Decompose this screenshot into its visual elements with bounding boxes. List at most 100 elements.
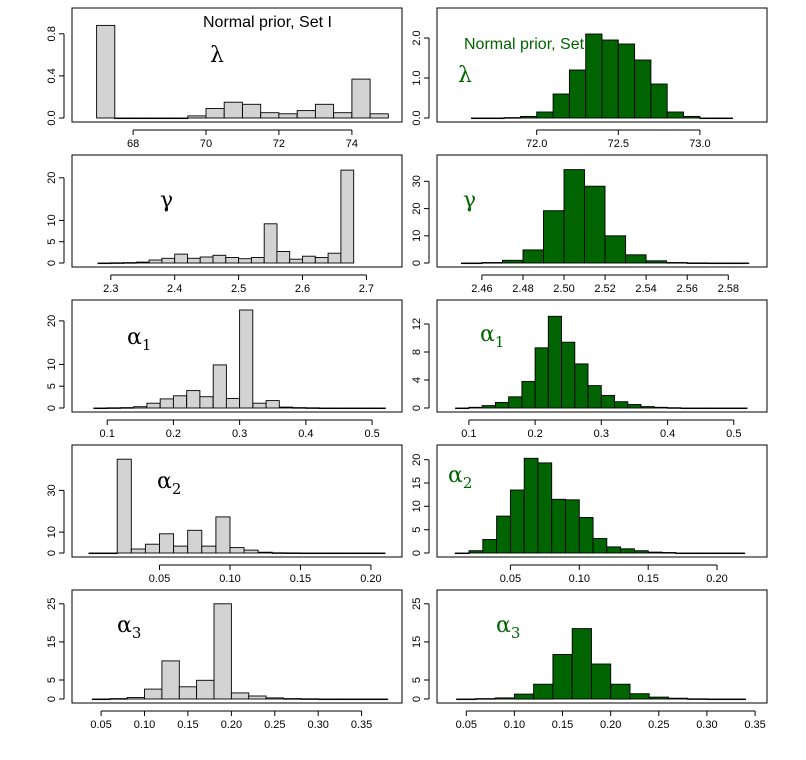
histogram-bar-left-2-11 [225, 257, 240, 264]
histogram-bar-left-4-8 [187, 529, 203, 554]
histogram-bar-left-3-12 [239, 309, 254, 409]
histogram-bar-left-3-11 [225, 397, 241, 409]
histogram-bar-left-5-15 [335, 698, 354, 701]
histogram-bar-right-1-4 [519, 115, 538, 119]
histogram-bar-right-2-3 [501, 259, 524, 264]
y-tick-label-right-4-2: 5 [411, 527, 423, 533]
parameter-label-left-3: α1 [127, 325, 151, 354]
histogram-bar-left-2-3 [123, 262, 137, 264]
histogram-bar-left-2-4 [135, 261, 150, 264]
histogram-bar-right-4-11 [592, 538, 608, 554]
y-tick-label-left-5-4: 25 [46, 598, 58, 610]
panel-frame-left-5 [71, 589, 403, 704]
histogram-bar-left-5-17 [369, 698, 389, 701]
histogram-bar-left-4-13 [257, 551, 273, 554]
histogram-bar-left-3-15 [278, 406, 294, 409]
histogram-bar-right-3-9 [561, 341, 576, 409]
parameter-label-left-5: α3 [117, 613, 141, 642]
histogram-bar-right-2-8 [604, 235, 627, 264]
x-tick-label-left-5-4: 0.20 [221, 719, 242, 731]
histogram-bar-left-4-12 [243, 549, 259, 554]
histogram-bar-right-2-7 [584, 185, 606, 264]
histogram-bar-right-3-1 [455, 407, 470, 410]
y-tick-label-left-1-3: 0.8 [46, 26, 58, 41]
x-tick-label-right-4-4: 0.20 [706, 573, 727, 585]
histogram-bar-left-3-3 [119, 407, 135, 409]
histogram-bar-right-4-7 [537, 462, 553, 554]
histogram-bar-right-3-19 [693, 407, 708, 410]
histogram-bar-right-1-11 [634, 59, 652, 119]
histogram-bar-right-2-13 [707, 262, 729, 265]
histogram-bar-right-3-20 [706, 407, 721, 410]
histogram-bar-right-3-4 [494, 401, 510, 409]
x-tick-label-right-5-7: 0.35 [744, 719, 765, 731]
histogram-bar-left-1-6 [187, 115, 207, 119]
histogram-bar-right-4-14 [633, 550, 649, 554]
histogram-bar-left-3-9 [199, 396, 214, 409]
histogram-bar-left-2-18 [314, 257, 329, 264]
histogram-bar-right-4-4 [496, 515, 511, 554]
histogram-bar-right-5-6 [552, 654, 573, 700]
x-tick-label-left-2-1: 2.3 [103, 283, 118, 295]
histogram-bar-left-2-10 [212, 254, 227, 264]
histogram-bar-left-3-18 [318, 407, 333, 410]
y-tick-label-left-2-2: 5 [46, 239, 58, 245]
histogram-bar-left-1-12 [296, 110, 316, 119]
y-tick-label-left-4-1: 0 [46, 550, 58, 556]
histogram-bar-right-5-14 [706, 698, 727, 701]
x-tick-label-left-4-2: 0.10 [219, 573, 240, 585]
histogram-bar-right-4-17 [675, 552, 690, 555]
histogram-bar-left-3-1 [93, 407, 108, 410]
histogram-bar-left-4-21 [370, 552, 386, 555]
x-tick-label-right-5-5: 0.25 [648, 719, 669, 731]
parameter-label-left-1: λ [210, 43, 224, 68]
y-tick-label-left-3-2: 5 [46, 383, 58, 389]
histogram-bar-right-3-8 [547, 315, 562, 409]
histogram-bar-right-5-11 [648, 696, 669, 700]
histogram-bar-right-3-22 [733, 407, 748, 410]
histogram-bar-right-4-12 [606, 546, 622, 554]
histogram-bar-left-5-10 [248, 695, 267, 700]
x-tick-label-right-5-3: 0.15 [552, 719, 573, 731]
histogram-bar-left-3-7 [172, 395, 188, 409]
x-tick-label-right-2-5: 2.54 [635, 283, 656, 295]
histogram-bar-right-3-7 [534, 347, 549, 409]
histogram-bar-right-4-9 [565, 499, 580, 554]
x-tick-label-left-1-3: 72 [273, 138, 285, 150]
y-tick-label-right-5-1: 0 [411, 696, 423, 702]
histogram-bar-right-4-5 [509, 489, 525, 554]
y-tick-label-left-3-1: 0 [46, 405, 58, 411]
histogram-bar-right-1-2 [487, 117, 505, 120]
x-tick-label-left-4-1: 0.05 [149, 573, 170, 585]
histogram-bar-right-4-15 [647, 551, 663, 554]
histogram-bar-right-2-9 [625, 254, 647, 264]
histogram-bar-right-4-16 [661, 552, 677, 554]
histogram-bar-left-2-15 [276, 251, 291, 264]
y-tick-label-left-2-4: 20 [46, 172, 58, 184]
histogram-bar-left-5-3 [126, 697, 146, 700]
y-tick-label-left-2-3: 10 [46, 214, 58, 226]
x-tick-label-left-2-4: 2.6 [295, 283, 310, 295]
x-tick-label-right-2-7: 2.58 [718, 283, 739, 295]
y-tick-label-right-1-2: 1.0 [411, 70, 423, 85]
histogram-bar-right-2-14 [727, 262, 750, 265]
panel-frame-right-4 [436, 444, 768, 558]
histogram-bar-right-3-17 [667, 407, 682, 409]
histogram-bar-right-4-1 [454, 552, 470, 555]
y-tick-label-left-5-1: 0 [46, 696, 58, 702]
histogram-bar-right-5-8 [590, 663, 612, 700]
histogram-bar-right-4-18 [689, 552, 704, 555]
histogram-bar-right-2-12 [686, 262, 709, 264]
histogram-bar-left-2-5 [148, 259, 163, 264]
histogram-bar-right-4-10 [578, 517, 594, 554]
histogram-bar-right-2-5 [543, 210, 565, 264]
histogram-bar-left-4-5 [144, 543, 160, 554]
histogram-bar-left-4-1 [88, 552, 104, 555]
x-tick-label-right-2-6: 2.56 [676, 283, 697, 295]
x-tick-label-left-1-1: 68 [127, 138, 139, 150]
histogram-bar-right-4-20 [716, 552, 732, 555]
histogram-bar-right-1-9 [601, 39, 619, 119]
histogram-bar-right-5-1 [456, 698, 477, 701]
x-tick-label-left-2-3: 2.5 [231, 283, 246, 295]
